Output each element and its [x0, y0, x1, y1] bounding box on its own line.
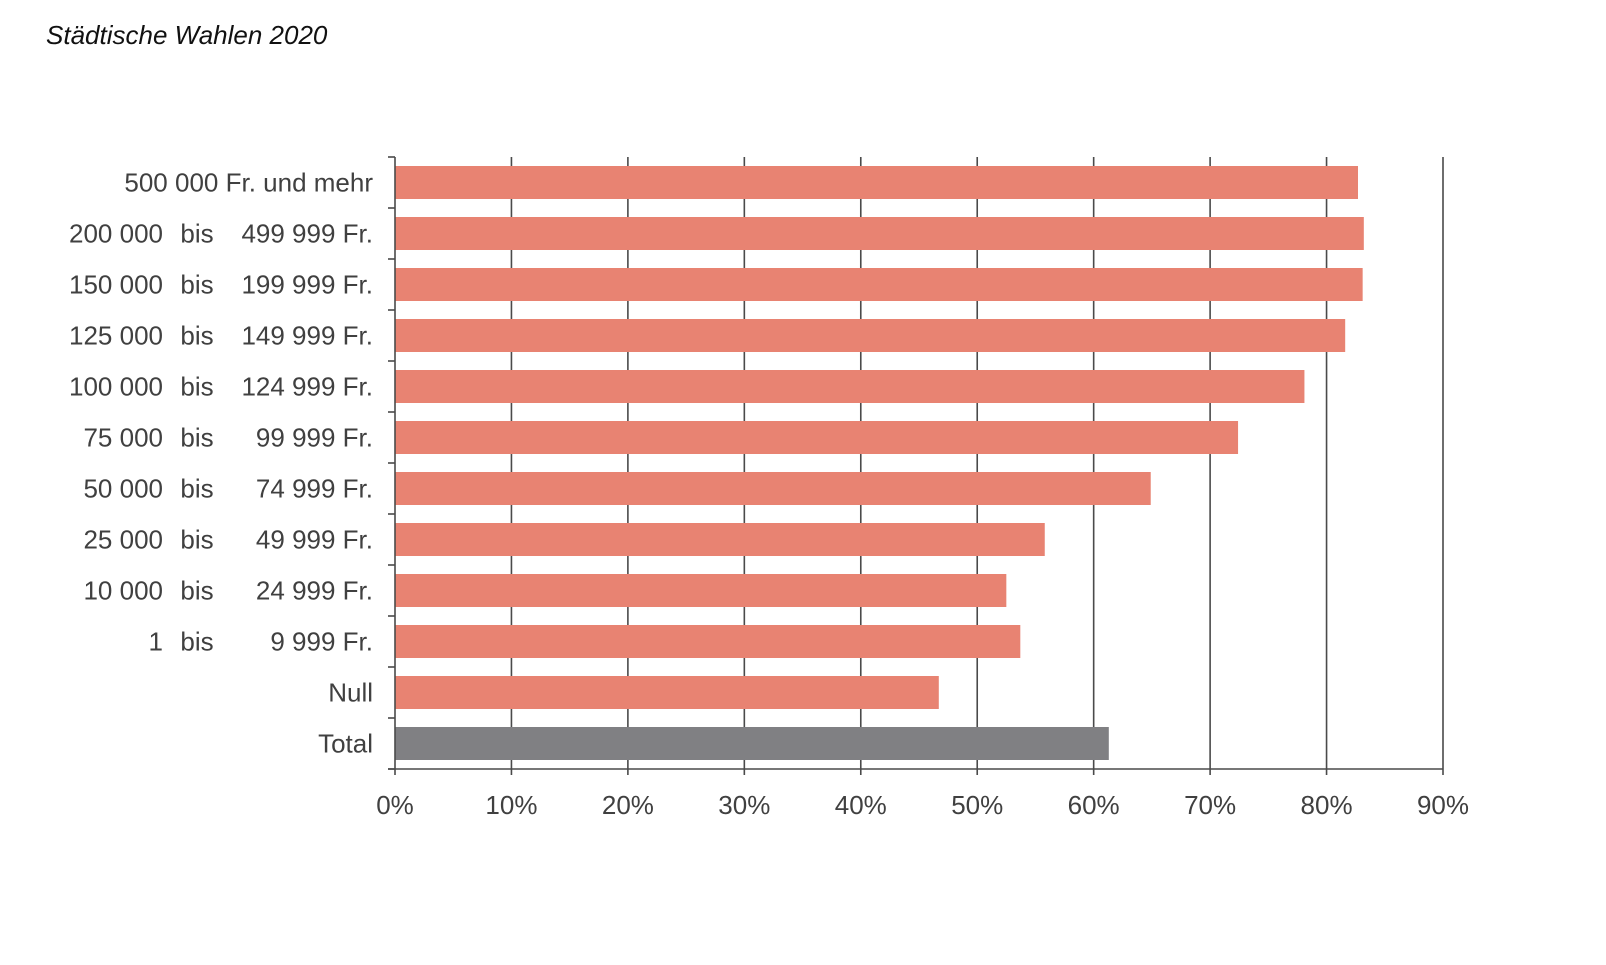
bar: [395, 421, 1239, 454]
category-label-from: 100 000: [69, 372, 163, 402]
category-label-bis: bis: [180, 270, 213, 300]
category-label: Total: [318, 729, 373, 759]
category-label-to: 9 999 Fr.: [270, 627, 373, 657]
bar: [395, 472, 1151, 505]
category-label-bis: bis: [180, 627, 213, 657]
category-label-from: 150 000: [69, 270, 163, 300]
bar: [395, 523, 1045, 556]
x-tick-label: 40%: [835, 790, 887, 820]
bar: [395, 370, 1305, 403]
category-label-to: 74 999 Fr.: [256, 474, 373, 504]
category-label-to: 99 999 Fr.: [256, 423, 373, 453]
page-title: Städtische Wahlen 2020: [46, 20, 328, 50]
category-label-to: 149 999 Fr.: [241, 321, 373, 351]
category-label-from: 10 000: [83, 576, 163, 606]
x-tick-label: 0%: [376, 790, 414, 820]
x-tick-label: 70%: [1184, 790, 1236, 820]
category-label-from: 125 000: [69, 321, 163, 351]
category-label-bis: bis: [180, 321, 213, 351]
bar-total: [395, 727, 1109, 760]
bar: [395, 268, 1363, 301]
bar: [395, 625, 1021, 658]
category-label-bis: bis: [180, 525, 213, 555]
category-label-from: 50 000: [83, 474, 163, 504]
category-label-to: 49 999 Fr.: [256, 525, 373, 555]
chart-gridlines: [510, 157, 1444, 775]
x-tick-label: 10%: [485, 790, 537, 820]
bar: [395, 676, 939, 709]
bar: [395, 166, 1358, 199]
category-label-from: 75 000: [83, 423, 163, 453]
category-label-bis: bis: [180, 219, 213, 249]
category-label-bis: bis: [180, 576, 213, 606]
category-label-to: 24 999 Fr.: [256, 576, 373, 606]
category-label: 500 000 Fr. und mehr: [124, 168, 373, 198]
category-label-to: 124 999 Fr.: [241, 372, 373, 402]
category-label-from: 200 000: [69, 219, 163, 249]
chart-category-labels: 500 000 Fr. und mehr 200 000 bis 499 999 Fr…: [69, 168, 373, 759]
category-label-bis: bis: [180, 372, 213, 402]
x-tick-label: 80%: [1301, 790, 1353, 820]
x-tick-label: 60%: [1068, 790, 1120, 820]
category-label-from: 1: [149, 627, 163, 657]
category-label-from: 25 000: [83, 525, 163, 555]
chart-bars: [395, 166, 1364, 760]
x-tick-label: 90%: [1417, 790, 1469, 820]
x-tick-label: 20%: [602, 790, 654, 820]
bar: [395, 217, 1364, 250]
chart-tick-labels: 0% 10% 20% 30% 40% 50% 60% 70% 80% 90%: [376, 790, 1469, 820]
category-label-to: 199 999 Fr.: [241, 270, 373, 300]
chart-axes: [388, 156, 1443, 775]
x-tick-label: 30%: [718, 790, 770, 820]
category-label-bis: bis: [180, 423, 213, 453]
category-label-bis: bis: [180, 474, 213, 504]
bar: [395, 319, 1346, 352]
category-label-to: 499 999 Fr.: [241, 219, 373, 249]
x-tick-label: 50%: [951, 790, 1003, 820]
category-label: Null: [328, 678, 373, 708]
bar: [395, 574, 1007, 607]
